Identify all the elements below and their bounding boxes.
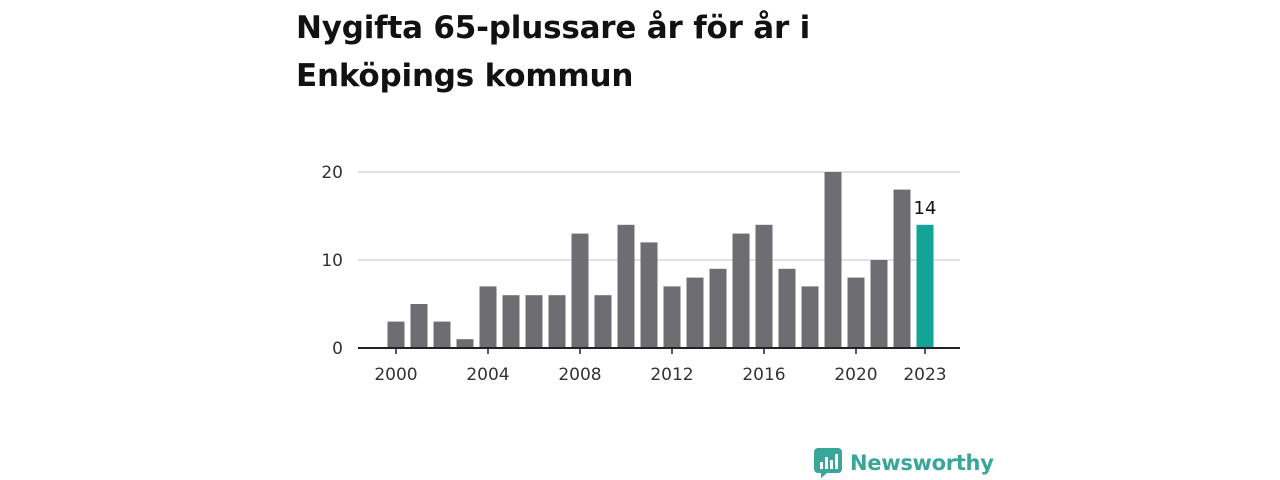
- x-tick-label: 2023: [903, 365, 946, 385]
- bar-2015: [732, 233, 750, 348]
- x-tick-label: 2016: [742, 365, 785, 385]
- bar-2016: [755, 224, 773, 348]
- bar-2021: [870, 260, 888, 348]
- bar-2004: [479, 286, 497, 348]
- labels: 0 10 20 2000 2004 2008 2012 2016 2020 2023 14: [321, 163, 946, 385]
- x-tick-label: 2012: [650, 365, 693, 385]
- bar-2001: [410, 304, 428, 348]
- bar-2011: [640, 242, 658, 348]
- bar-2006: [525, 295, 543, 348]
- bar-2003: [456, 339, 474, 348]
- gridlines: [358, 171, 960, 261]
- bar-2005: [502, 295, 520, 348]
- bar-2010: [617, 224, 635, 348]
- y-tick-label: 10: [321, 251, 343, 271]
- bar-2019: [824, 172, 842, 348]
- bar-2007: [548, 295, 566, 348]
- axes: [358, 347, 960, 354]
- bar-2020: [847, 277, 865, 348]
- x-tick-label: 2008: [558, 365, 601, 385]
- y-tick-label: 20: [321, 163, 343, 183]
- highlight-value-label: 14: [914, 198, 937, 219]
- bar-2022: [893, 189, 911, 348]
- x-tick-label: 2000: [374, 365, 417, 385]
- bar-2009: [594, 295, 612, 348]
- x-tick-label: 2020: [834, 365, 877, 385]
- bar-2023: [916, 224, 934, 348]
- y-tick-label: 0: [332, 339, 343, 359]
- bar-2008: [571, 233, 589, 348]
- bar-2017: [778, 268, 796, 348]
- newsworthy-logo-icon: [814, 448, 842, 478]
- newsworthy-logo-text: Newsworthy: [850, 451, 994, 475]
- bar-2002: [433, 321, 451, 348]
- bar-2012: [663, 286, 681, 348]
- bar-2018: [801, 286, 819, 348]
- bar-2000: [387, 321, 405, 348]
- bar-2013: [686, 277, 704, 348]
- newsworthy-logo: Newsworthy: [814, 446, 994, 480]
- chart-title: Nygifta 65-plussare år för år i Enköping…: [296, 10, 811, 94]
- bar-2014: [709, 268, 727, 348]
- x-tick-label: 2004: [466, 365, 509, 385]
- bars: [387, 172, 934, 348]
